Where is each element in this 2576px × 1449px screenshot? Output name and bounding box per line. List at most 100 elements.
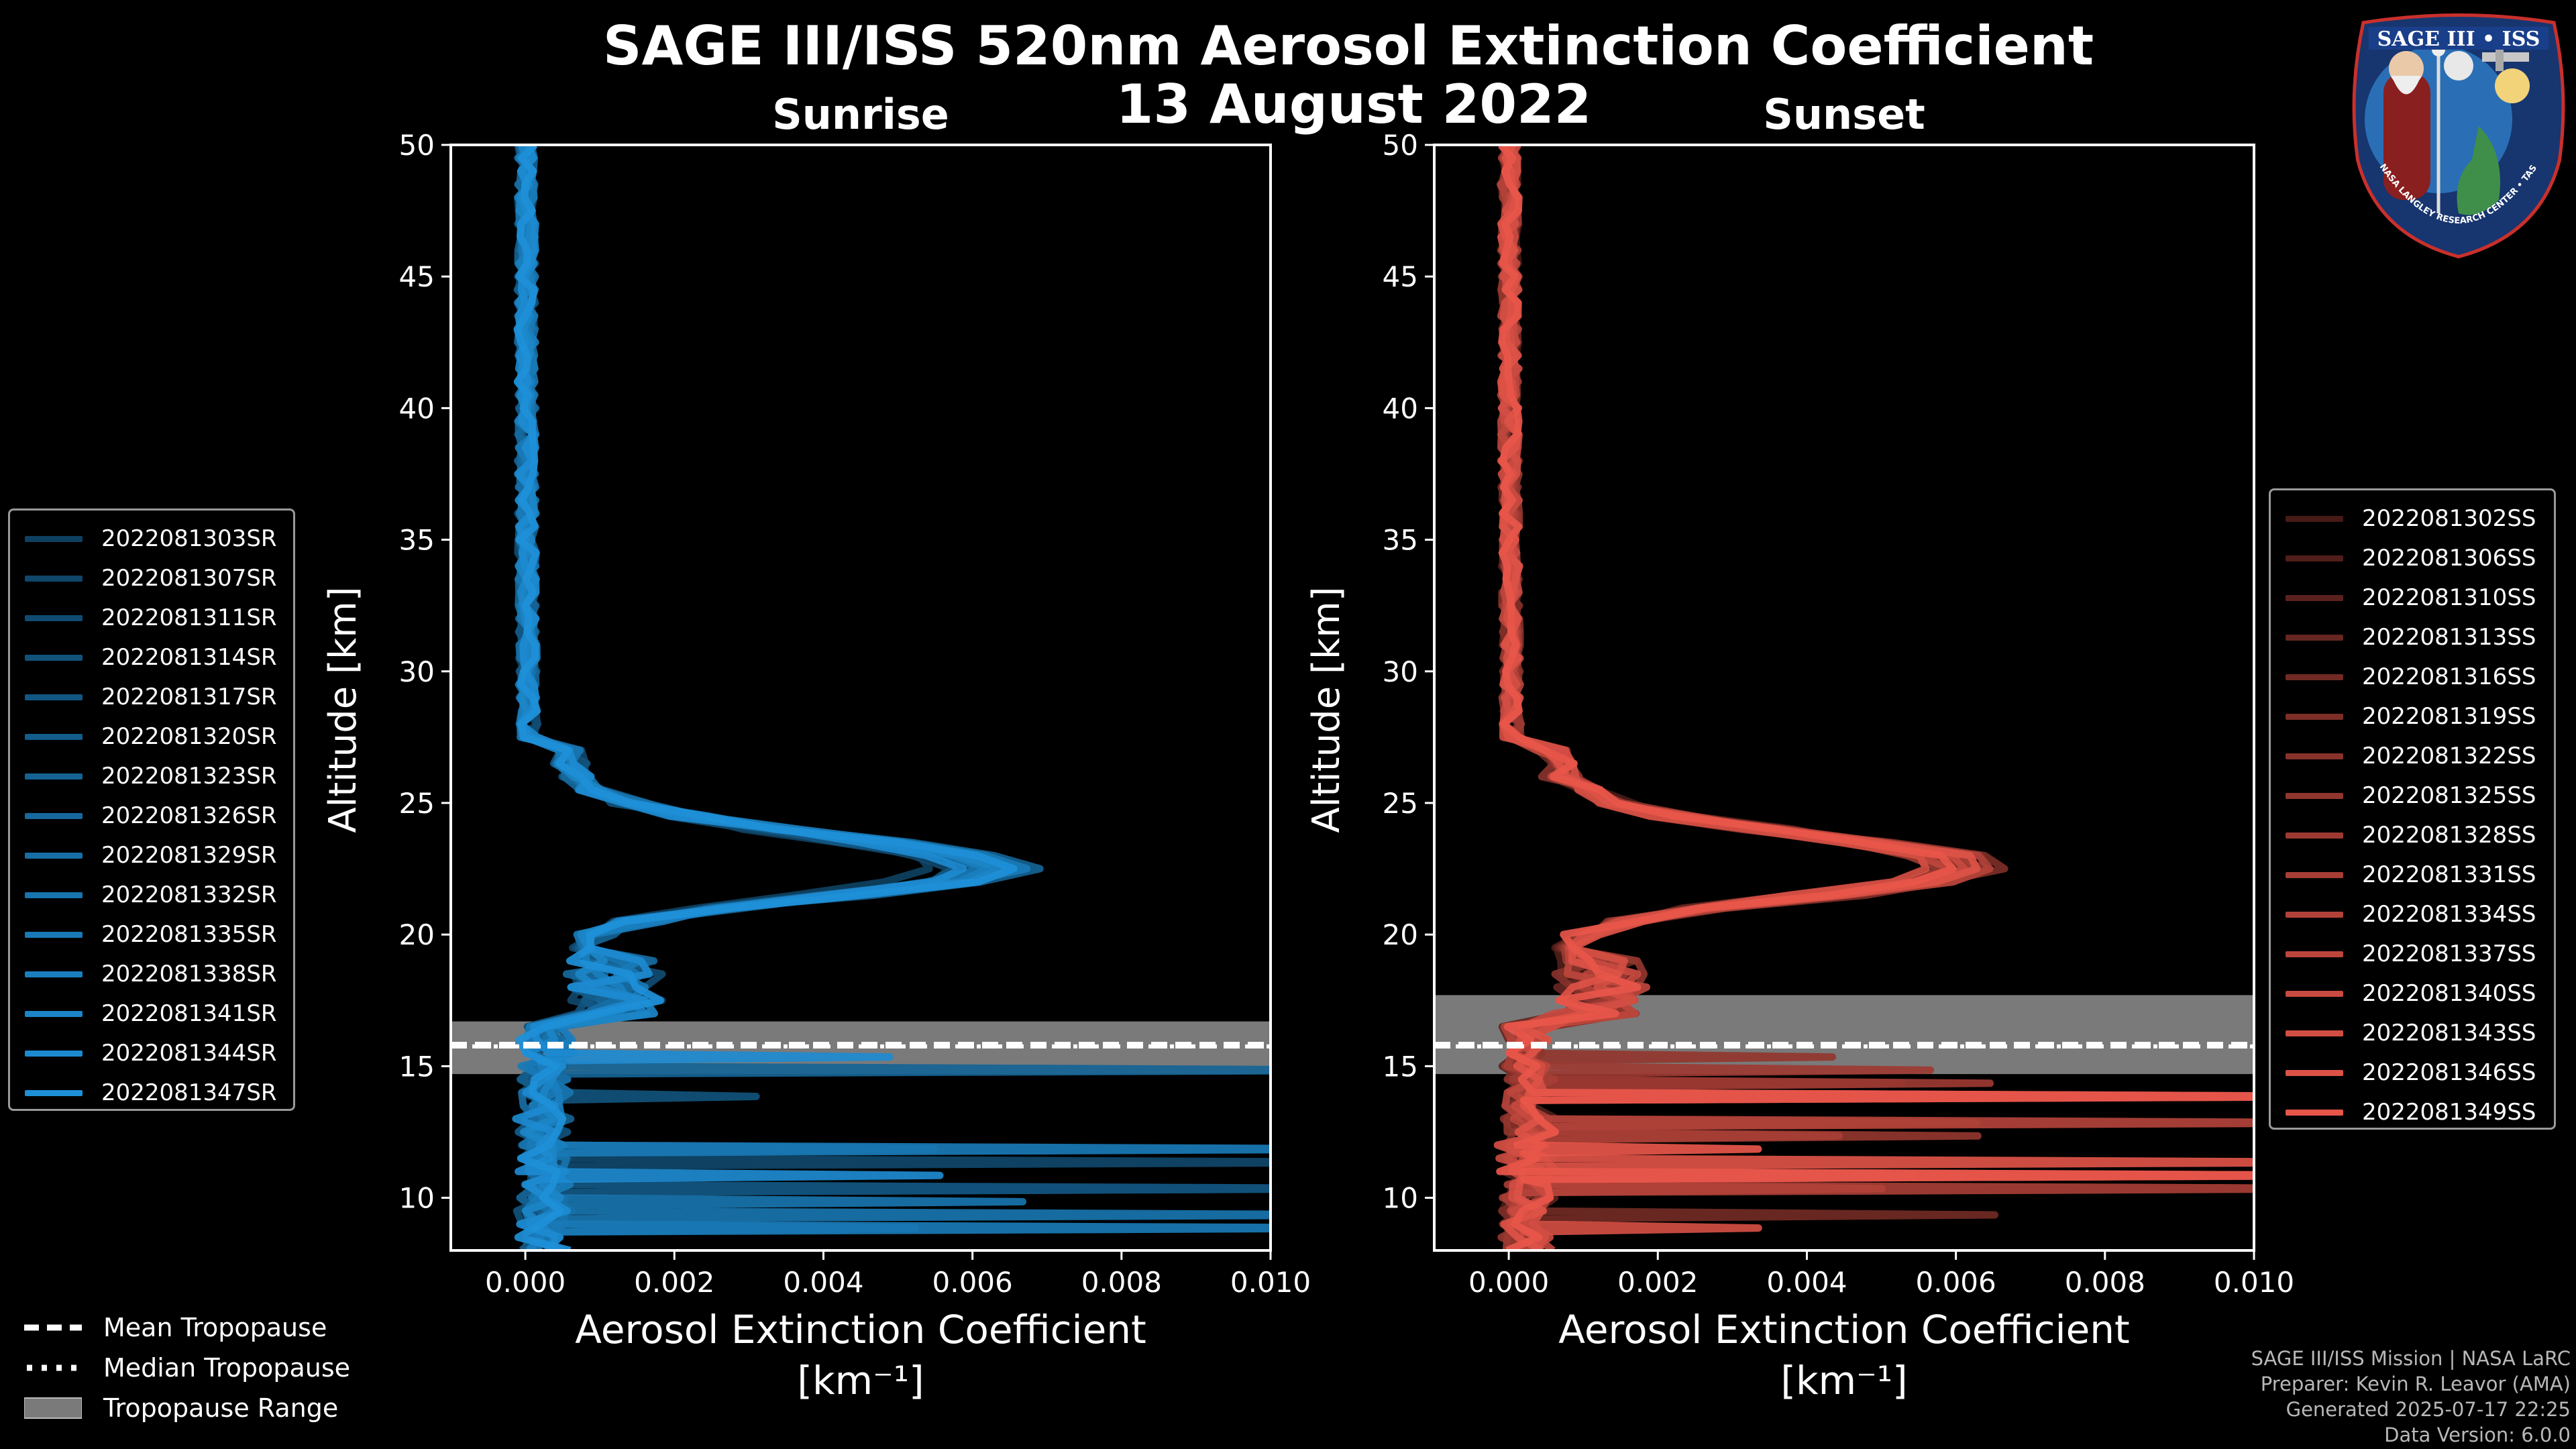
legend-line-icon bbox=[2286, 753, 2343, 759]
logo-title: SAGE III • ISS bbox=[2377, 28, 2540, 51]
sunrise-panel: Sunrise 10 15 20 25 30 35 40 45 50 0.000 0.002 0.004… bbox=[321, 90, 1311, 1403]
profile-line bbox=[512, 145, 967, 1250]
legend-label: 2022081332SR bbox=[101, 881, 277, 908]
profile-line bbox=[515, 145, 1006, 1250]
x-tick-label: 0.002 bbox=[1617, 1266, 1698, 1299]
x-tick-label: 0.004 bbox=[783, 1266, 863, 1299]
panel-title: Sunrise bbox=[772, 90, 949, 139]
plot-frame bbox=[449, 144, 1272, 1252]
legend-line-icon bbox=[25, 535, 83, 542]
legend-line-icon bbox=[25, 812, 83, 819]
legend-item: 2022081334SS bbox=[2286, 896, 2536, 933]
legend-label: 2022081341SR bbox=[101, 1000, 277, 1027]
y-tick-label: 50 bbox=[1383, 129, 1418, 162]
legend-label: 2022081346SS bbox=[2362, 1059, 2536, 1086]
legend-label: 2022081328SS bbox=[2362, 822, 2536, 849]
figure-title: SAGE III/ISS 520nm Aerosol Extinction Co… bbox=[603, 15, 2094, 77]
legend-line-icon bbox=[2286, 1030, 2343, 1036]
legend-label: 2022081334SS bbox=[2362, 901, 2536, 928]
footer: SAGE III/ISS Mission | NASA LaRC Prepare… bbox=[2251, 1346, 2571, 1448]
legend-label: 2022081322SS bbox=[2362, 743, 2536, 769]
legend-label: 2022081310SS bbox=[2362, 584, 2536, 611]
y-tick-label: 35 bbox=[1383, 524, 1418, 557]
legend-item: 2022081335SR bbox=[25, 916, 277, 953]
y-tick-label: 20 bbox=[399, 918, 435, 951]
legend-label: 2022081306SS bbox=[2362, 545, 2536, 572]
profile-line bbox=[515, 145, 1271, 1250]
legend-item: 2022081347SR bbox=[25, 1074, 277, 1112]
y-tick-label: 10 bbox=[1383, 1182, 1418, 1215]
profile-line bbox=[513, 145, 1018, 1250]
legend-line-icon bbox=[25, 971, 83, 977]
profile-line bbox=[513, 145, 1271, 1250]
profile-line bbox=[515, 145, 933, 1250]
y-tick-label: 30 bbox=[1383, 655, 1418, 688]
legend-item: 2022081311SR bbox=[25, 599, 277, 637]
legend-line-icon bbox=[2286, 1069, 2343, 1076]
legend-item: 2022081349SS bbox=[2286, 1093, 2536, 1131]
legend-item: 2022081326SR bbox=[25, 797, 277, 835]
robe-shape bbox=[2383, 72, 2430, 200]
legend-label: 2022081335SR bbox=[101, 921, 277, 948]
legend-line-icon bbox=[2286, 832, 2343, 839]
legend-line-icon bbox=[25, 892, 83, 898]
legend-item: 2022081307SR bbox=[25, 559, 277, 597]
legend-item: 2022081344SR bbox=[25, 1034, 277, 1072]
profile-line bbox=[1496, 145, 2254, 1250]
y-tick-label: 40 bbox=[1383, 392, 1418, 425]
legend-item: 2022081343SS bbox=[2286, 1014, 2536, 1052]
legend-item: 2022081310SS bbox=[2286, 579, 2536, 616]
x-axis-units: [km⁻¹] bbox=[797, 1358, 924, 1403]
profile-line bbox=[514, 145, 1271, 1250]
y-tick-label: 25 bbox=[399, 787, 435, 820]
legend-label: 2022081303SR bbox=[101, 525, 277, 552]
x-tick-label: 0.004 bbox=[1766, 1266, 1847, 1299]
y-tick-label: 20 bbox=[1383, 918, 1418, 951]
legend-line-icon bbox=[2286, 792, 2343, 799]
legend-label: 2022081340SS bbox=[2362, 980, 2536, 1007]
median-tropopause-label: Median Tropopause bbox=[103, 1353, 350, 1383]
legend-line-icon bbox=[25, 694, 83, 700]
panel-title: Sunset bbox=[1763, 90, 1925, 139]
profile-line bbox=[513, 145, 989, 1250]
legend-item: 2022081320SR bbox=[25, 718, 277, 755]
footer-preparer: Preparer: Kevin R. Leavor (AMA) bbox=[2260, 1373, 2571, 1395]
y-tick-label: 50 bbox=[399, 129, 435, 162]
median-tropopause-legend-item: Median Tropopause bbox=[24, 1348, 350, 1387]
legend-line-icon bbox=[25, 852, 83, 859]
legend-item: 2022081306SS bbox=[2286, 539, 2536, 577]
legend-line-icon bbox=[25, 931, 83, 938]
legend-item: 2022081317SR bbox=[25, 678, 277, 716]
legend-line-icon bbox=[25, 1010, 83, 1017]
legend-label: 2022081317SR bbox=[101, 684, 277, 710]
legend-item: 2022081314SR bbox=[25, 639, 277, 676]
legend-line-icon bbox=[2286, 871, 2343, 878]
profile-line bbox=[515, 145, 1271, 1250]
figure-date: 13 August 2022 bbox=[1116, 73, 1592, 136]
y-tick-label: 40 bbox=[399, 392, 435, 425]
legend-item: 2022081337SS bbox=[2286, 935, 2536, 973]
x-axis-label: Aerosol Extinction Coefficient bbox=[575, 1307, 1146, 1352]
legend-item: 2022081325SS bbox=[2286, 777, 2536, 814]
legend-line-icon bbox=[25, 1089, 83, 1096]
sage-iii-iss-logo: SAGE III • ISS BALL • NASA LANGLEY RESEA… bbox=[2345, 12, 2565, 259]
legend-item: 2022081340SS bbox=[2286, 975, 2536, 1012]
sunrise-legend: 2022081303SR 2022081307SR 2022081311SR 2022… bbox=[8, 508, 295, 1111]
legend-label: 2022081313SS bbox=[2362, 624, 2536, 651]
x-axis-units: [km⁻¹] bbox=[1780, 1358, 1907, 1403]
tropopause-range-legend-item: Tropopause Range bbox=[24, 1389, 338, 1428]
range-swatch-icon bbox=[24, 1397, 82, 1419]
legend-item: 2022081322SS bbox=[2286, 737, 2536, 775]
x-tick-label: 0.006 bbox=[1916, 1266, 1996, 1299]
y-tick-label: 45 bbox=[1383, 260, 1418, 293]
legend-line-icon bbox=[2286, 634, 2343, 641]
legend-label: 2022081319SS bbox=[2362, 703, 2536, 730]
legend-line-icon bbox=[2286, 990, 2343, 997]
y-axis-label: Altitude [km] bbox=[1305, 586, 1348, 833]
legend-label: 2022081314SR bbox=[101, 644, 277, 671]
y-tick-label: 10 bbox=[399, 1182, 435, 1215]
legend-label: 2022081349SS bbox=[2362, 1099, 2536, 1126]
legend-label: 2022081302SS bbox=[2362, 505, 2536, 532]
legend-item: 2022081313SS bbox=[2286, 619, 2536, 656]
